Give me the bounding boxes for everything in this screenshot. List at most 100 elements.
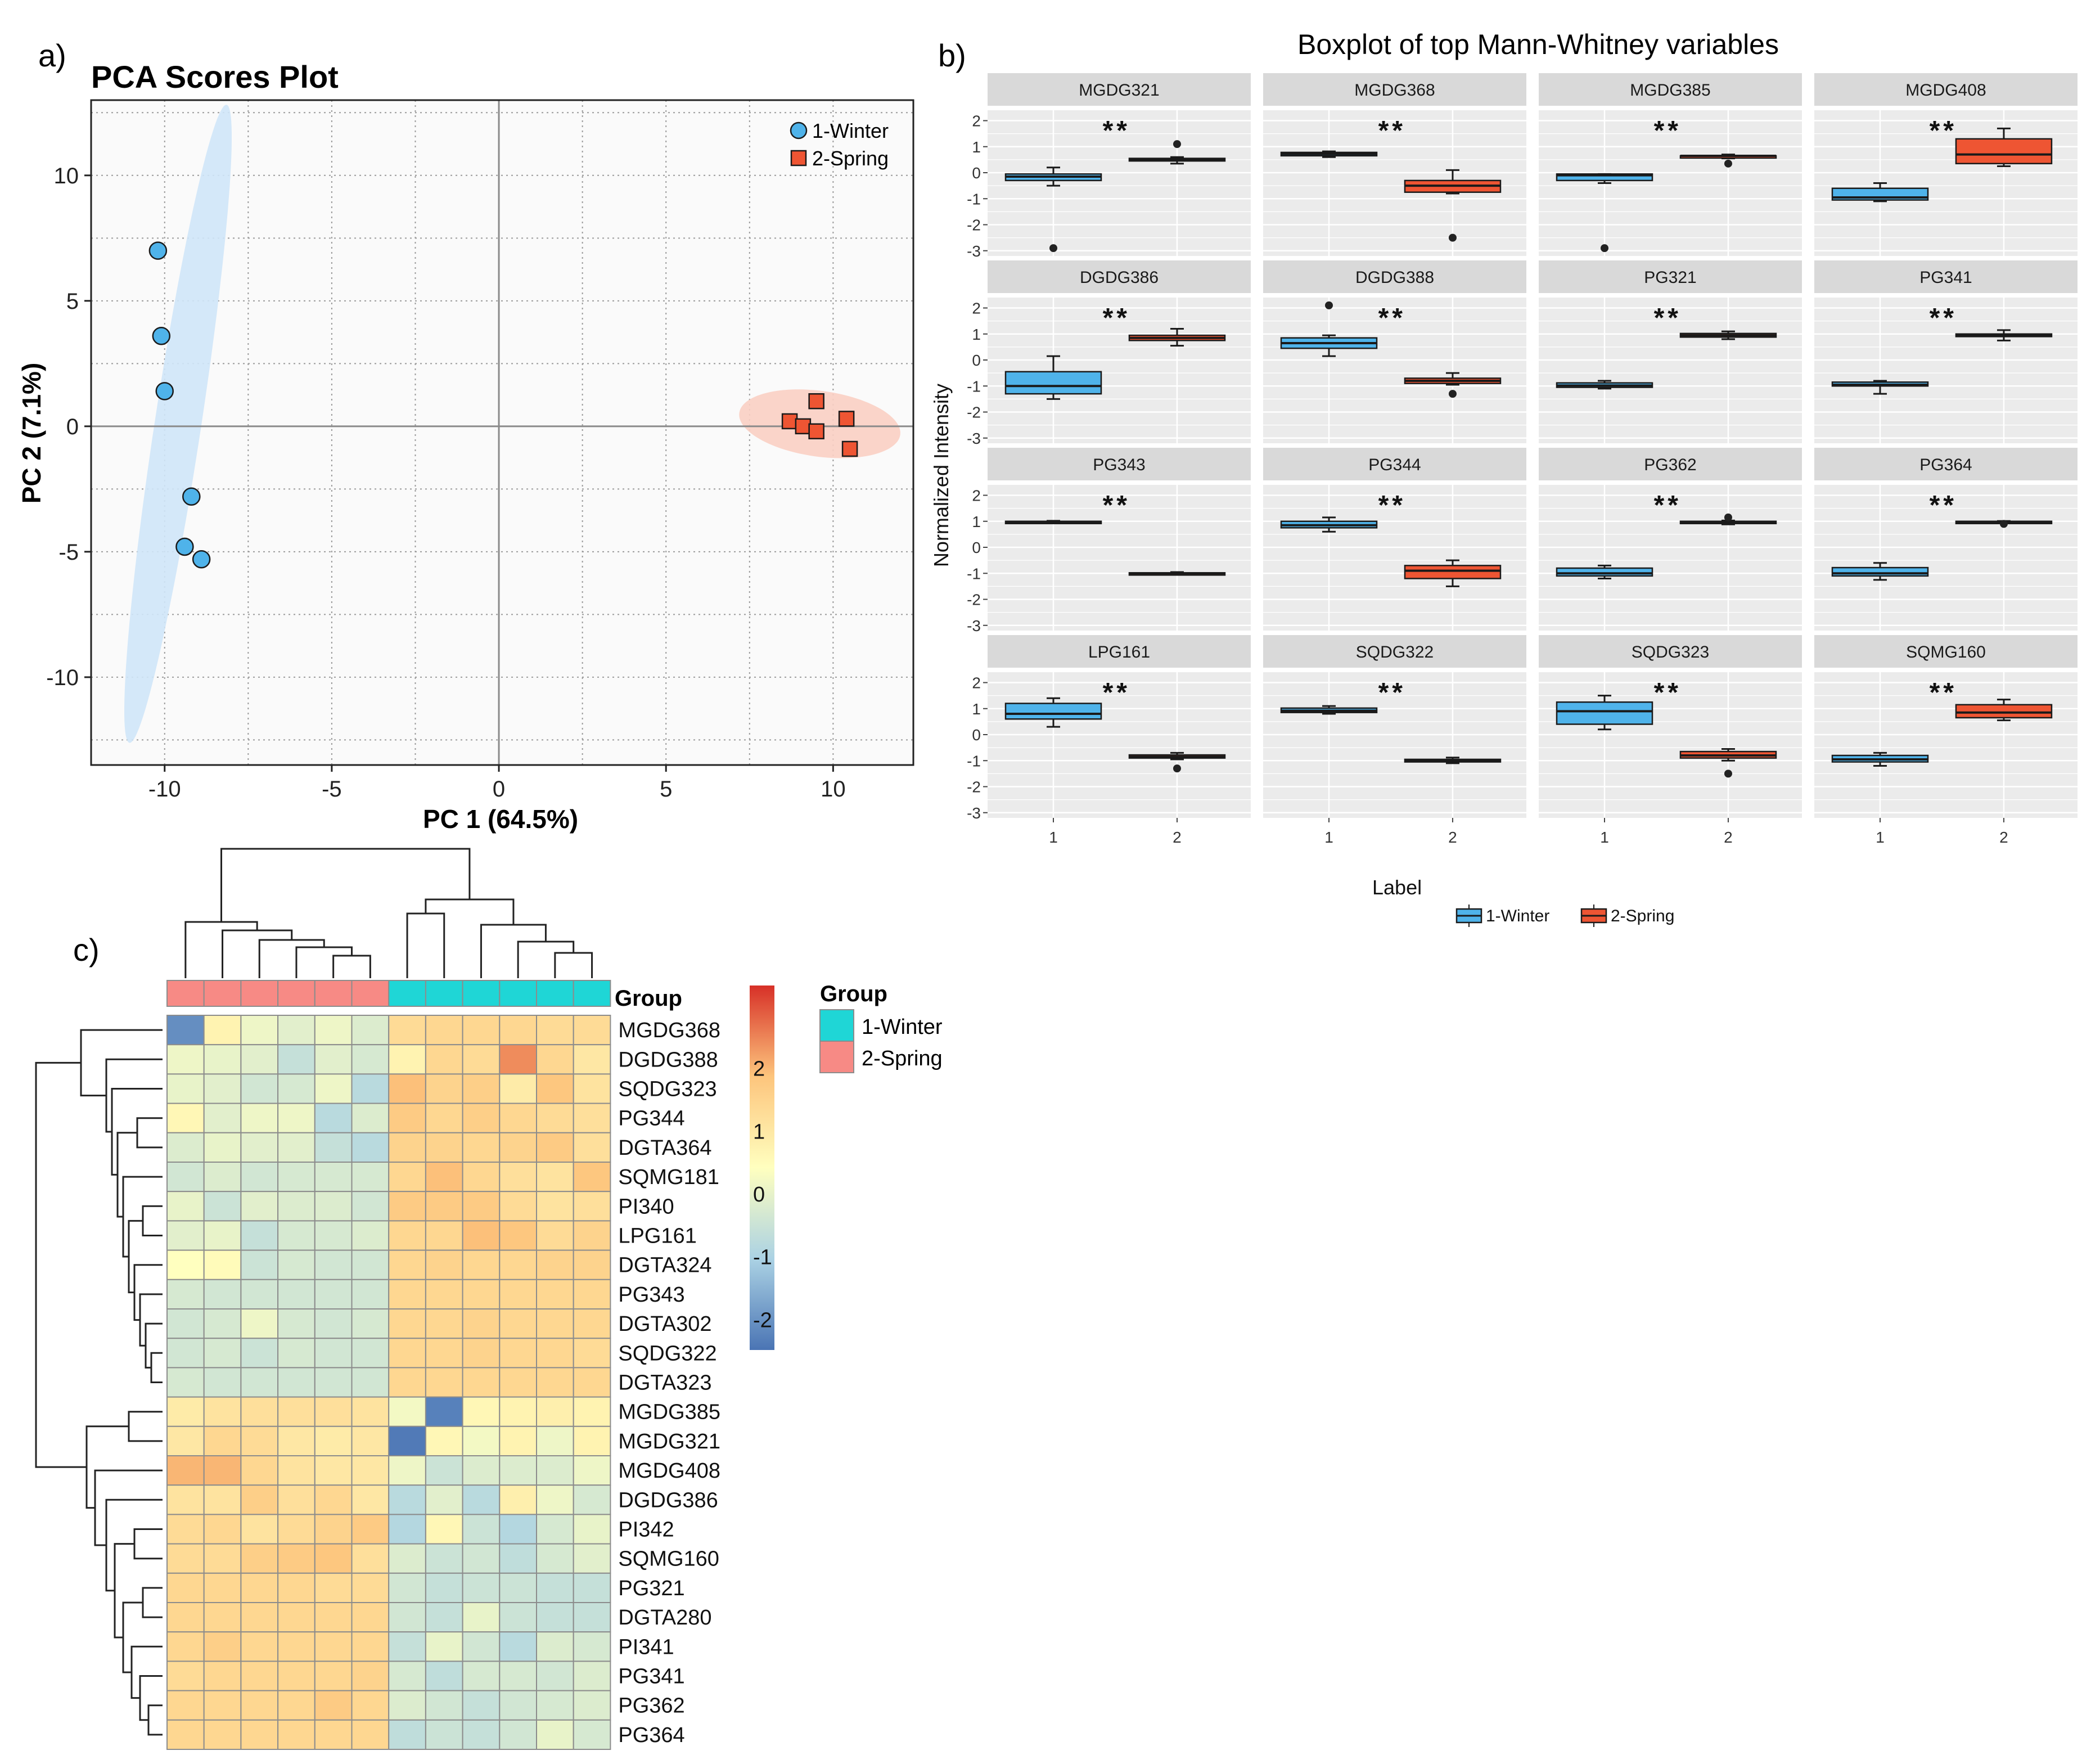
- heatmap-row-label: PG343: [618, 1283, 684, 1307]
- heatmap-cell: [314, 1719, 353, 1750]
- heatmap-cell: [536, 1220, 574, 1251]
- pca-point-spring: [781, 413, 798, 430]
- heatmap-cell: [536, 1602, 574, 1633]
- heatmap-cell: [425, 1338, 463, 1369]
- heatmap-cell: [462, 1572, 501, 1604]
- heatmap-cell: [351, 1719, 390, 1750]
- boxplot-facet-background: [1539, 110, 1802, 256]
- boxplot-facet-title: DGDG388: [1355, 268, 1434, 287]
- heatmap-row-dendrogram-link: [139, 1293, 163, 1347]
- heatmap-cell: [536, 1132, 574, 1163]
- heatmap-cell: [536, 1660, 574, 1691]
- heatmap-cell: [573, 1132, 611, 1163]
- heatmap-row-dendrogram-link: [85, 1425, 129, 1509]
- heatmap-cell: [351, 1543, 390, 1574]
- heatmap-cell: [314, 1602, 353, 1633]
- heatmap-column-dendrogram-link: [222, 929, 293, 978]
- heatmap-group-cell: [462, 980, 501, 1007]
- boxplot-outlier: [1724, 159, 1732, 168]
- heatmap-cell: [314, 1279, 353, 1310]
- heatmap-cell: [573, 1338, 611, 1369]
- pca-legend-winter-marker: [790, 122, 808, 140]
- heatmap-row-label: PG341: [618, 1665, 684, 1689]
- heatmap-group-cell: [314, 980, 353, 1007]
- heatmap-row-dendrogram-link: [130, 1645, 163, 1699]
- heatmap-cell: [462, 1015, 501, 1046]
- heatmap-cell: [462, 1631, 501, 1662]
- boxplot-facet: MGDG368 **: [1263, 73, 1526, 256]
- heatmap-cell: [203, 1162, 242, 1192]
- heatmap-group-cell: [499, 980, 537, 1007]
- heatmap-cell: [536, 1484, 574, 1515]
- boxplot-facet-title: MGDG408: [1905, 81, 1986, 100]
- heatmap-cell: [462, 1220, 501, 1251]
- boxplot-facet: SQMG160 ** 1 2: [1814, 635, 2078, 846]
- boxplot-y-tick-label: 1: [972, 700, 981, 718]
- pca-y-tick-label: -5: [58, 540, 79, 565]
- heatmap-cell: [499, 1015, 537, 1046]
- heatmap-cell: [462, 1543, 501, 1574]
- heatmap-cell: [536, 1367, 574, 1398]
- heatmap-cell: [277, 1425, 316, 1457]
- heatmap-cell: [536, 1572, 574, 1604]
- heatmap-cell: [203, 1015, 242, 1046]
- heatmap-cell: [499, 1044, 537, 1075]
- heatmap-cell: [462, 1660, 501, 1691]
- heatmap-cell: [573, 1543, 611, 1574]
- boxplot-outlier: [1601, 244, 1608, 253]
- heatmap-cell: [351, 1425, 390, 1457]
- heatmap-row-label: DGDG386: [618, 1488, 718, 1512]
- heatmap-row-dendrogram-link: [128, 1220, 143, 1294]
- heatmap-cell: [314, 1132, 353, 1163]
- boxplot-box: [1831, 566, 1929, 577]
- heatmap-cell: [573, 1631, 611, 1662]
- heatmap-cell: [425, 1484, 463, 1515]
- pca-y-tick-label: 10: [54, 164, 79, 188]
- heatmap-cell: [536, 1455, 574, 1486]
- heatmap-cell: [351, 1132, 390, 1163]
- heatmap-row-label: SQDG322: [618, 1342, 716, 1365]
- heatmap-cell: [314, 1073, 353, 1104]
- heatmap-cell: [277, 1015, 316, 1046]
- boxplot-facet-title: PG344: [1368, 456, 1421, 474]
- heatmap-group-cell: [277, 980, 316, 1007]
- heatmap-cell: [388, 1015, 426, 1046]
- boxplot-facet: SQDG322 ** 1 2: [1263, 635, 1526, 846]
- heatmap-cell: [166, 1660, 205, 1691]
- boxplot-x-tick-label: 1: [1049, 829, 1058, 846]
- heatmap-row-label: DGTA364: [618, 1136, 711, 1160]
- heatmap-cell: [166, 1690, 205, 1721]
- boxplot-legend-label: 2-Spring: [1611, 907, 1674, 925]
- heatmap-row-label: DGDG388: [618, 1048, 718, 1072]
- heatmap-cell: [277, 1719, 316, 1750]
- boxplot-box: [1004, 371, 1102, 395]
- heatmap-cell: [573, 1572, 611, 1604]
- heatmap-cell: [536, 1162, 574, 1192]
- heatmap-row-label: MGDG408: [618, 1459, 720, 1483]
- boxplot-facet-background: [988, 110, 1251, 256]
- heatmap-cell: [314, 1102, 353, 1133]
- heatmap-cell: [536, 1719, 574, 1750]
- heatmap-row-dendrogram-link: [94, 1469, 163, 1546]
- heatmap-cell: [388, 1249, 426, 1280]
- heatmap-cell: [203, 1543, 242, 1574]
- heatmap-row-label: MGDG368: [618, 1019, 720, 1042]
- pca-x-tick-label: -5: [322, 777, 342, 802]
- heatmap-cell: [425, 1367, 463, 1398]
- boxplot-significance-stars: **: [1654, 490, 1682, 520]
- boxplot-facet-title: LPG161: [1088, 643, 1150, 662]
- heatmap-cell: [536, 1543, 574, 1574]
- heatmap-cell: [536, 1308, 574, 1339]
- heatmap-cell: [166, 1102, 205, 1133]
- pca-legend-winter-label: 1-Winter: [812, 119, 889, 142]
- heatmap-cell: [388, 1132, 426, 1163]
- heatmap-cell: [351, 1484, 390, 1515]
- heatmap-column-dendrogram-link: [406, 912, 445, 978]
- heatmap-cell: [536, 1514, 574, 1545]
- heatmap-cell: [499, 1690, 537, 1721]
- boxplot-y-tick-label: -1: [967, 752, 981, 770]
- heatmap-row-dendrogram-link: [142, 1205, 163, 1236]
- heatmap-cell: [203, 1102, 242, 1133]
- heatmap-column-dendrogram-link: [258, 939, 325, 978]
- heatmap-cell: [573, 1015, 611, 1046]
